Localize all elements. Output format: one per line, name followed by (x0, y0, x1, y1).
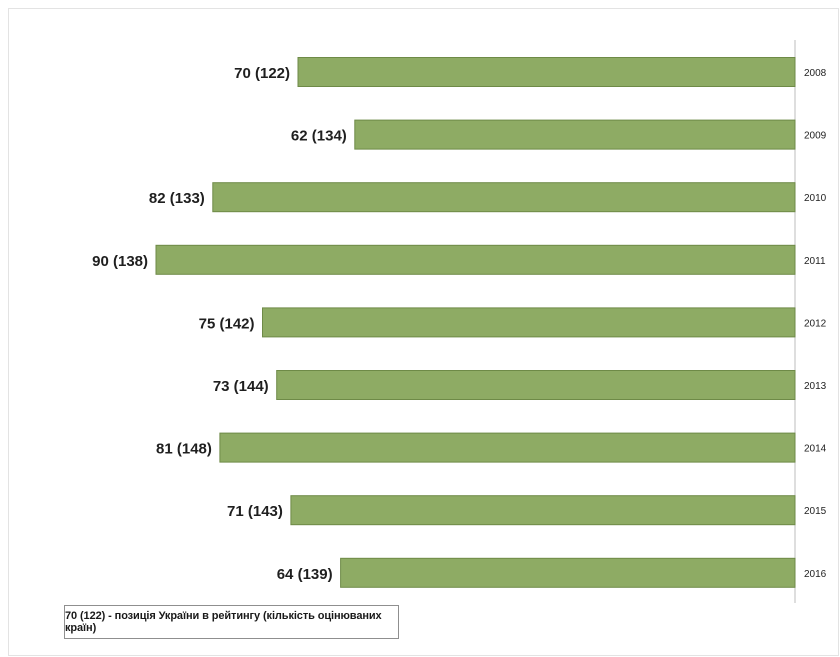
year-tick-2011: 2011 (804, 256, 826, 267)
data-label-2012: 75 (142) (199, 315, 255, 332)
year-tick-2009: 2009 (804, 131, 827, 142)
year-tick-2010: 2010 (804, 193, 827, 204)
legend-box: 70 (122) - позиція України в рейтингу (к… (64, 605, 399, 639)
bar-2013 (276, 370, 796, 400)
bar-2015 (290, 495, 796, 526)
data-label-2009: 62 (134) (291, 128, 347, 145)
bar-2016 (340, 557, 796, 588)
year-tick-2016: 2016 (804, 569, 827, 580)
bar-2012 (262, 307, 796, 338)
bar-2009 (354, 119, 796, 150)
bar-2008 (297, 57, 796, 87)
data-label-2010: 82 (133) (149, 190, 205, 207)
bar-2014 (219, 432, 796, 463)
year-tick-2015: 2015 (804, 506, 827, 517)
data-label-2013: 73 (144) (213, 378, 269, 395)
data-label-2015: 71 (143) (227, 503, 283, 520)
data-label-2016: 64 (139) (277, 566, 333, 583)
legend-text: 70 (122) - позиція України в рейтингу (к… (65, 610, 382, 634)
year-tick-2008: 2008 (804, 68, 827, 79)
data-label-2014: 81 (148) (156, 441, 212, 458)
year-tick-2014: 2014 (804, 444, 827, 455)
year-tick-2013: 2013 (804, 381, 827, 392)
bar-2010 (212, 182, 796, 213)
bar-2011 (155, 244, 796, 275)
data-label-2011: 90 (138) (92, 253, 148, 270)
data-label-2008: 70 (122) (234, 65, 290, 82)
year-tick-2012: 2012 (804, 318, 827, 329)
